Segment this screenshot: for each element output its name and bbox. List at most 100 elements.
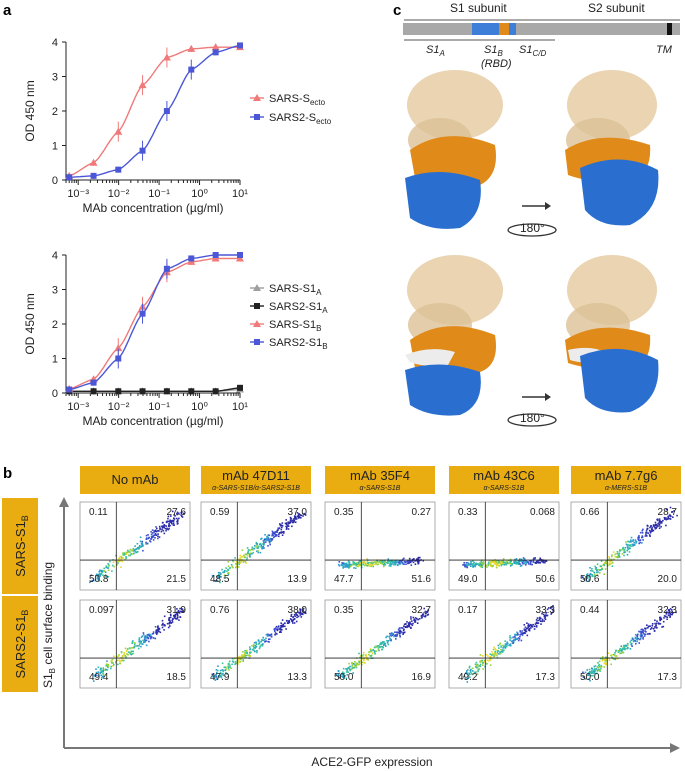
event-dot	[252, 645, 255, 648]
event-dot	[281, 525, 284, 527]
event-dot	[292, 518, 295, 520]
event-dot	[371, 564, 374, 567]
event-dot	[299, 614, 302, 616]
event-dot	[466, 681, 469, 683]
event-dot	[281, 534, 284, 536]
event-dot	[660, 525, 662, 528]
event-dot	[638, 542, 640, 545]
event-dot	[645, 631, 647, 633]
event-dot	[386, 641, 389, 644]
event-dot	[549, 607, 552, 609]
event-dot	[635, 642, 637, 645]
legend-marker	[254, 114, 260, 120]
event-dot	[167, 515, 170, 518]
event-dot	[217, 576, 220, 578]
event-dot	[346, 668, 348, 671]
event-dot	[625, 543, 628, 546]
event-dot	[248, 553, 250, 555]
event-dot	[163, 615, 166, 618]
event-dot	[237, 658, 239, 660]
event-dot	[232, 566, 234, 569]
event-dot	[176, 613, 179, 616]
event-dot	[106, 660, 108, 662]
event-dot	[470, 565, 472, 567]
event-dot	[533, 557, 535, 560]
event-dot	[552, 611, 554, 613]
event-dot	[476, 666, 479, 668]
event-dot	[274, 533, 276, 535]
event-dot	[666, 518, 668, 521]
event-dot	[659, 522, 662, 524]
event-dot	[491, 654, 493, 656]
event-dot	[486, 566, 488, 568]
event-dot	[403, 623, 406, 626]
event-dot	[619, 647, 621, 650]
event-dot	[105, 576, 107, 578]
event-dot	[605, 658, 608, 661]
event-dot	[220, 676, 223, 679]
event-dot	[225, 666, 227, 669]
event-dot	[624, 647, 627, 650]
event-dot	[484, 659, 486, 662]
event-dot	[148, 633, 151, 636]
event-dot	[539, 557, 541, 560]
event-dot	[627, 548, 630, 551]
event-dot	[138, 637, 141, 640]
event-dot	[585, 574, 588, 576]
event-dot	[406, 626, 408, 629]
data-point	[188, 255, 195, 262]
event-dot	[240, 655, 242, 658]
event-dot	[528, 628, 531, 631]
event-dot	[618, 552, 621, 555]
event-dot	[358, 652, 360, 655]
event-dot	[242, 651, 244, 653]
event-dot	[412, 616, 415, 619]
event-dot	[601, 568, 603, 570]
rotation-arrow-top: 180°	[507, 202, 557, 237]
event-dot	[168, 527, 170, 530]
event-dot	[483, 661, 486, 663]
data-point	[237, 252, 243, 258]
event-dot	[497, 564, 500, 567]
event-dot	[121, 659, 123, 662]
event-dot	[414, 621, 417, 623]
event-dot	[662, 620, 665, 623]
event-dot	[381, 563, 383, 565]
event-dot	[404, 561, 407, 563]
event-dot	[630, 545, 632, 548]
event-dot	[622, 651, 624, 654]
event-dot	[395, 638, 397, 640]
x-tick-label: 10⁰	[191, 188, 208, 200]
event-dot	[297, 515, 299, 518]
event-dot	[466, 671, 468, 674]
event-dot	[626, 642, 629, 645]
event-dot	[654, 622, 656, 625]
event-dot	[110, 661, 113, 663]
event-dot	[462, 564, 464, 566]
event-dot	[340, 675, 342, 677]
event-dot	[283, 622, 286, 625]
event-dot	[261, 643, 264, 645]
event-dot	[632, 543, 634, 546]
event-dot	[662, 519, 664, 522]
event-dot	[527, 561, 529, 563]
event-dot	[611, 555, 613, 558]
event-dot	[274, 535, 277, 537]
event-dot	[365, 656, 368, 658]
event-dot	[403, 557, 405, 560]
event-dot	[658, 525, 660, 527]
event-dot	[180, 514, 182, 516]
event-dot	[395, 634, 397, 636]
x-tick-label: 10⁻³	[67, 188, 89, 200]
event-dot	[125, 556, 127, 558]
event-dot	[300, 514, 303, 517]
event-dot	[400, 627, 403, 629]
event-dot	[505, 643, 507, 645]
event-dot	[523, 629, 526, 632]
event-dot	[95, 573, 98, 576]
event-dot	[403, 563, 405, 565]
event-dot	[150, 636, 153, 638]
event-dot	[354, 562, 357, 565]
event-dot	[368, 565, 371, 568]
event-dot	[415, 559, 418, 562]
